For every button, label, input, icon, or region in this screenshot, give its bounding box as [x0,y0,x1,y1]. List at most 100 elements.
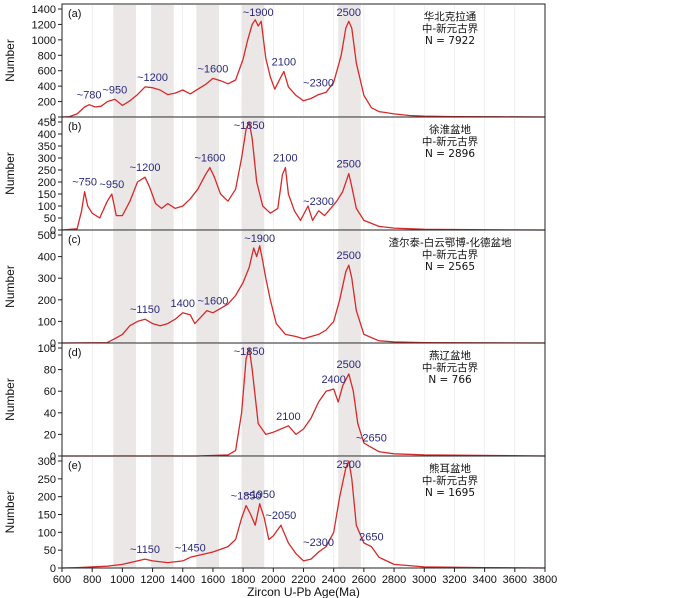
panel-letter: (b) [68,121,81,133]
y-tick-label: 200 [38,492,56,504]
peak-label: 1400 [171,298,195,310]
peak-label: 2100 [276,411,300,423]
peak-label: ~1150 [130,304,160,316]
y-tick-label: 0 [50,225,56,237]
x-tick-label: 800 [83,574,101,586]
shaded-age-band [241,344,265,456]
x-axis-title: Zircon U-Pb Age(Ma) [247,585,360,598]
shaded-age-band [196,231,219,343]
shaded-age-band [241,5,265,117]
age-distribution-curve [61,460,546,569]
shaded-age-band [151,231,174,343]
y-tick-label: 0 [50,112,56,124]
y-axis-title: Number [3,152,17,195]
y-tick-label: 50 [44,213,56,225]
y-tick-label: 80 [44,365,56,377]
y-tick-label: 300 [38,456,56,468]
y-tick-label: 20 [44,429,56,441]
y-tick-label: 1000 [32,35,56,47]
panel-info-line: 中-新元古界 [422,474,479,487]
panel-info-line: N = 2565 [425,261,475,273]
x-tick-label: 2000 [261,574,285,586]
peak-label: ~1950 [244,489,275,501]
y-tick-label: 300 [38,153,56,165]
panel-info-line: 熊耳盆地 [429,462,471,475]
y-tick-label: 40 [44,408,56,420]
shaded-age-band [196,344,219,456]
panel-info-line: 中-新元古界 [422,22,479,35]
y-tick-label: 200 [38,177,56,189]
y-axis-title: Number [3,378,17,421]
y-tick-label: 100 [38,343,56,355]
shaded-age-band [338,5,361,117]
y-tick-label: 150 [38,510,56,522]
panel-info-line: 中-新元古界 [422,361,479,374]
y-tick-label: 800 [38,50,56,62]
peak-label: ~1900 [243,7,274,19]
peak-label: 2400 [321,374,345,386]
peak-label: ~780 [77,90,102,102]
age-distribution-curve [61,245,546,344]
x-tick-label: 1800 [231,574,255,586]
shaded-age-band [151,457,174,568]
x-tick-label: 600 [53,574,71,586]
x-tick-label: 3000 [412,574,436,586]
peak-label: 2650 [359,532,383,544]
peak-label: ~1200 [137,72,168,84]
peak-label: ~950 [102,84,127,96]
y-tick-label: 400 [38,81,56,93]
peak-label: ~1200 [130,162,161,174]
y-tick-label: 60 [44,386,56,398]
panel-info-line: N = 766 [428,374,472,386]
panel-info-line: N = 2896 [425,148,475,160]
panel-letter: (a) [68,8,81,20]
panel-info-line: 渣尔泰-白云鄂博-化德盆地 [388,236,512,249]
peak-label: ~1600 [197,296,228,308]
y-tick-label: 0 [50,451,56,463]
shaded-age-band [338,231,361,343]
x-tick-label: 1200 [140,574,164,586]
y-tick-label: 400 [38,129,56,141]
x-tick-label: 3800 [533,574,557,586]
y-tick-label: 450 [38,117,56,129]
panel-info-line: 中-新元古界 [422,135,479,148]
y-tick-label: 250 [38,474,56,486]
peak-label: ~2300 [303,537,334,549]
y-tick-label: 1200 [32,19,56,31]
panel-letter: (e) [68,460,81,472]
peak-label: 2500 [337,159,361,171]
x-tick-label: 2400 [321,574,345,586]
shaded-age-band [113,344,136,456]
age-distribution-curve [61,121,546,231]
peak-label: ~2050 [265,510,296,522]
y-tick-label: 150 [38,189,56,201]
y-axis-title: Number [3,39,17,82]
shaded-age-band [113,231,136,343]
y-axis-title: Number [3,491,17,534]
y-tick-label: 350 [38,141,56,153]
y-tick-label: 50 [44,545,56,557]
panel-info-line: 徐淮盆地 [429,123,471,136]
panel-info-line: N = 7922 [425,35,475,47]
y-tick-label: 400 [38,252,56,264]
peak-label: ~1600 [197,63,228,75]
y-tick-label: 300 [38,273,56,285]
y-axis-title: Number [3,265,17,308]
peak-label: ~1850 [234,120,265,132]
panel-info-line: N = 1695 [425,487,475,499]
peak-label: ~1900 [244,233,275,245]
shaded-age-band [151,5,174,117]
x-tick-label: 3600 [503,574,527,586]
y-tick-label: 600 [38,66,56,78]
shaded-age-band [338,344,361,456]
age-distribution-curve [62,347,546,457]
shaded-age-band [241,457,265,568]
x-tick-label: 3400 [472,574,496,586]
shaded-age-band [338,457,361,568]
y-tick-label: 100 [38,201,56,213]
y-tick-label: 250 [38,165,56,177]
y-tick-label: 500 [38,230,56,242]
peak-label: ~950 [99,179,124,191]
